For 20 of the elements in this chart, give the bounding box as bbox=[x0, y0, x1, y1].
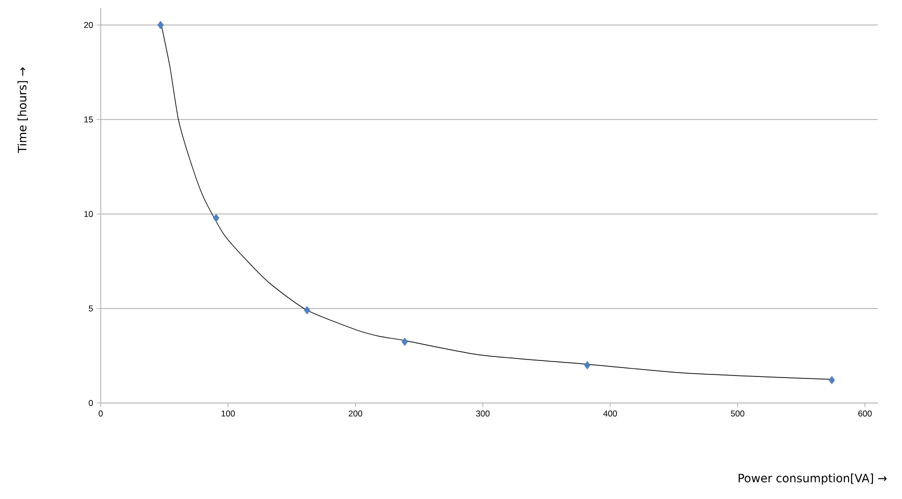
x-tick-label: 400 bbox=[603, 410, 617, 417]
x-tick-label: 300 bbox=[476, 410, 490, 417]
point bbox=[304, 306, 310, 314]
point bbox=[157, 20, 164, 30]
x-tick-label: 100 bbox=[222, 410, 235, 417]
y-tick-label: 10 bbox=[84, 211, 93, 217]
y-axis-title: Time [hours] → bbox=[18, 67, 28, 153]
point bbox=[212, 214, 220, 222]
x-tick-label: 500 bbox=[730, 410, 744, 417]
x-tick-label: 200 bbox=[348, 410, 362, 417]
point bbox=[828, 376, 836, 384]
y-tick-label: 15 bbox=[84, 116, 93, 122]
x-tick-label: 600 bbox=[858, 410, 872, 417]
point bbox=[402, 338, 408, 346]
x-axis-title: Power consumption[VA] → bbox=[738, 474, 887, 485]
point bbox=[584, 361, 590, 370]
x-tick-label: 0 bbox=[98, 410, 103, 417]
y-tick-label: 5 bbox=[88, 306, 93, 312]
y-tick-label: 20 bbox=[84, 22, 93, 28]
y-tick-label: 0 bbox=[88, 400, 93, 406]
